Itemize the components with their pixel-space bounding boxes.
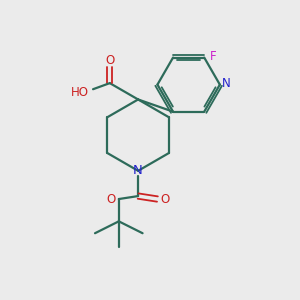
Text: N: N [222,76,231,90]
Text: O: O [105,54,114,67]
Text: HO: HO [70,86,88,99]
Text: O: O [107,193,116,206]
Text: F: F [210,50,217,63]
Text: O: O [160,193,170,206]
Text: N: N [133,164,143,177]
